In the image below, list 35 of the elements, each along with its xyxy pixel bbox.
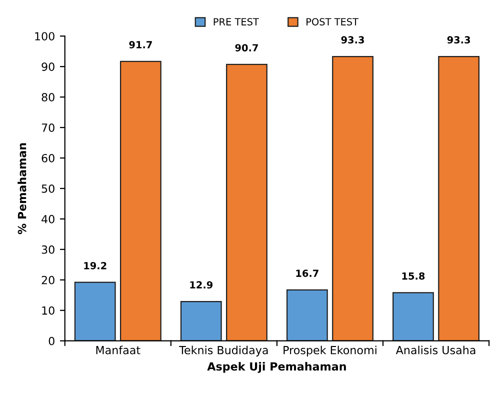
y-tick-label: 80: [42, 93, 54, 102]
y-tick-label: 50: [42, 184, 54, 193]
y-tick-label: 70: [42, 123, 54, 132]
y-tick-label: 100: [35, 32, 54, 40]
x-tick-label: Manfaat: [96, 346, 140, 354]
bar: [120, 60, 162, 341]
data-label: 93.3: [341, 36, 364, 44]
bar: [332, 56, 374, 341]
bar: [438, 56, 480, 341]
data-label: 16.7: [296, 270, 318, 277]
x-axis-title: Aspek Uji Pemahaman: [207, 362, 346, 373]
data-label: 15.8: [402, 272, 425, 280]
data-label: 93.3: [447, 36, 470, 44]
bar: [286, 289, 328, 341]
legend-label: POST TEST: [306, 18, 359, 26]
x-tick-label: Teknis Budidaya: [179, 346, 268, 356]
y-tick-label: 30: [42, 245, 54, 254]
y-tick-label: 10: [42, 306, 54, 315]
data-label: 91.7: [129, 41, 152, 48]
bar: [74, 282, 116, 341]
legend-label: PRE TEST: [214, 18, 259, 26]
data-label: 12.9: [190, 281, 212, 289]
y-tick-label: 90: [42, 62, 54, 71]
y-tick-label: 20: [42, 276, 54, 284]
data-label: 19.2: [84, 262, 106, 270]
bar: [180, 300, 222, 341]
data-label: 90.7: [235, 44, 258, 52]
y-tick-label: 60: [42, 154, 54, 162]
y-tick-label: 40: [42, 214, 54, 224]
bar: [392, 292, 434, 341]
y-tick-label: 0: [48, 336, 54, 346]
y-axis-title: % Pemahaman: [18, 143, 26, 234]
x-tick-label: Analisis Usaha: [396, 346, 476, 354]
bar: [226, 64, 268, 341]
x-tick-label: Prospek Ekonomi: [284, 346, 376, 356]
